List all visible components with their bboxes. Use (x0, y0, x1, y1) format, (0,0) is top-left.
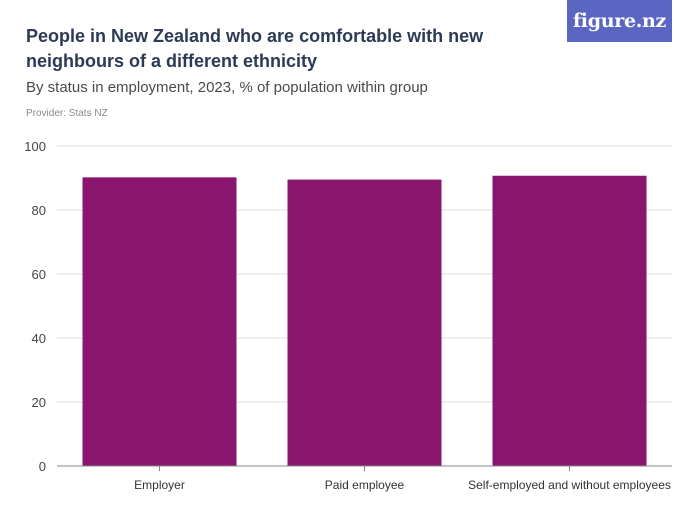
bar-3[interactable] (492, 175, 647, 466)
x-category-label: Paid employee (325, 478, 405, 492)
y-tick-label: 20 (32, 395, 46, 410)
chart-title: People in New Zealand who are comfortabl… (26, 26, 484, 71)
figure-nz-logo[interactable]: figure.nz (567, 0, 672, 42)
bar-2[interactable] (287, 179, 442, 466)
y-tick-label: 100 (24, 139, 46, 154)
y-tick-label: 60 (32, 267, 46, 282)
y-tick-label: 40 (32, 331, 46, 346)
y-tick-label: 0 (39, 459, 46, 474)
y-tick-label: 80 (32, 203, 46, 218)
x-category-label: Employer (134, 478, 185, 492)
bar-1[interactable] (82, 177, 237, 467)
chart-subtitle: By status in employment, 2023, % of popu… (26, 79, 428, 96)
data-provider: Provider: Stats NZ (26, 108, 108, 119)
x-category-label: Self-employed and without employees (468, 478, 671, 492)
